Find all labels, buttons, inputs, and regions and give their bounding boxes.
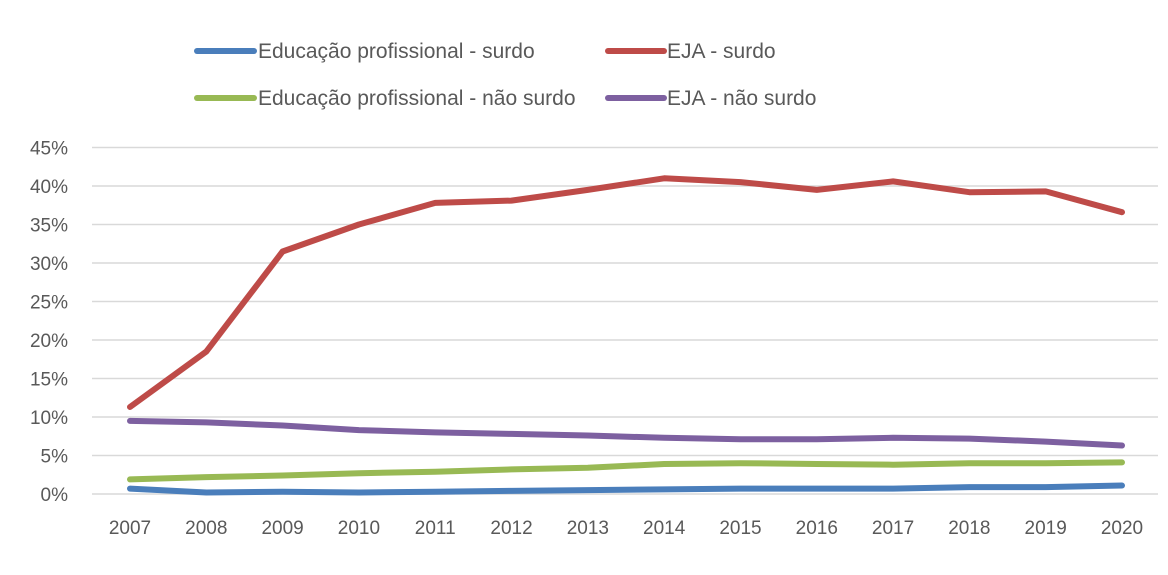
x-tick-label: 2019 — [1025, 518, 1067, 539]
x-tick-label: 2012 — [490, 518, 532, 539]
legend-item: Educação profissional - não surdo — [194, 87, 576, 110]
series-line-0 — [127, 482, 1125, 496]
y-tick-label: 25% — [30, 293, 68, 314]
series-lines — [127, 175, 1125, 496]
x-axis: 2007 2008 2009 2010 2011 2012 2013 2014 2015 2016… — [109, 518, 1143, 539]
legend-label: Educação profissional - surdo — [258, 40, 535, 63]
y-axis: 0% 5% 10% 15% 20% 25% 30% 35% 40% 45% — [30, 139, 68, 507]
x-tick-label: 2010 — [338, 518, 380, 539]
x-tick-label: 2014 — [643, 518, 686, 539]
legend-label: EJA - não surdo — [667, 87, 816, 110]
x-tick-label: 2017 — [872, 518, 914, 539]
y-tick-label: 45% — [30, 139, 68, 160]
x-tick-label: 2013 — [567, 518, 609, 539]
y-tick-label: 40% — [30, 177, 68, 198]
x-tick-label: 2008 — [185, 518, 227, 539]
legend: Educação profissional - surdo EJA - surd… — [194, 40, 816, 110]
x-tick-label: 2007 — [109, 518, 151, 539]
x-tick-label: 2020 — [1101, 518, 1143, 539]
y-tick-label: 30% — [30, 254, 68, 275]
x-tick-label: 2015 — [719, 518, 761, 539]
legend-item: EJA - não surdo — [605, 87, 816, 110]
x-tick-label: 2016 — [796, 518, 838, 539]
legend-label: Educação profissional - não surdo — [258, 87, 576, 110]
y-tick-label: 35% — [30, 216, 68, 237]
series-line-2 — [127, 459, 1125, 483]
legend-item: Educação profissional - surdo — [194, 40, 535, 63]
legend-item: EJA - surdo — [605, 40, 776, 63]
series-line-1 — [127, 175, 1125, 410]
y-tick-label: 10% — [30, 408, 68, 429]
x-tick-label: 2018 — [948, 518, 990, 539]
y-tick-label: 15% — [30, 370, 68, 391]
y-tick-label: 0% — [41, 485, 69, 506]
legend-label: EJA - surdo — [667, 40, 776, 63]
y-tick-label: 20% — [30, 331, 68, 352]
y-tick-label: 5% — [41, 447, 69, 468]
x-tick-label: 2009 — [261, 518, 303, 539]
x-tick-label: 2011 — [415, 518, 456, 539]
series-line-3 — [127, 417, 1125, 449]
